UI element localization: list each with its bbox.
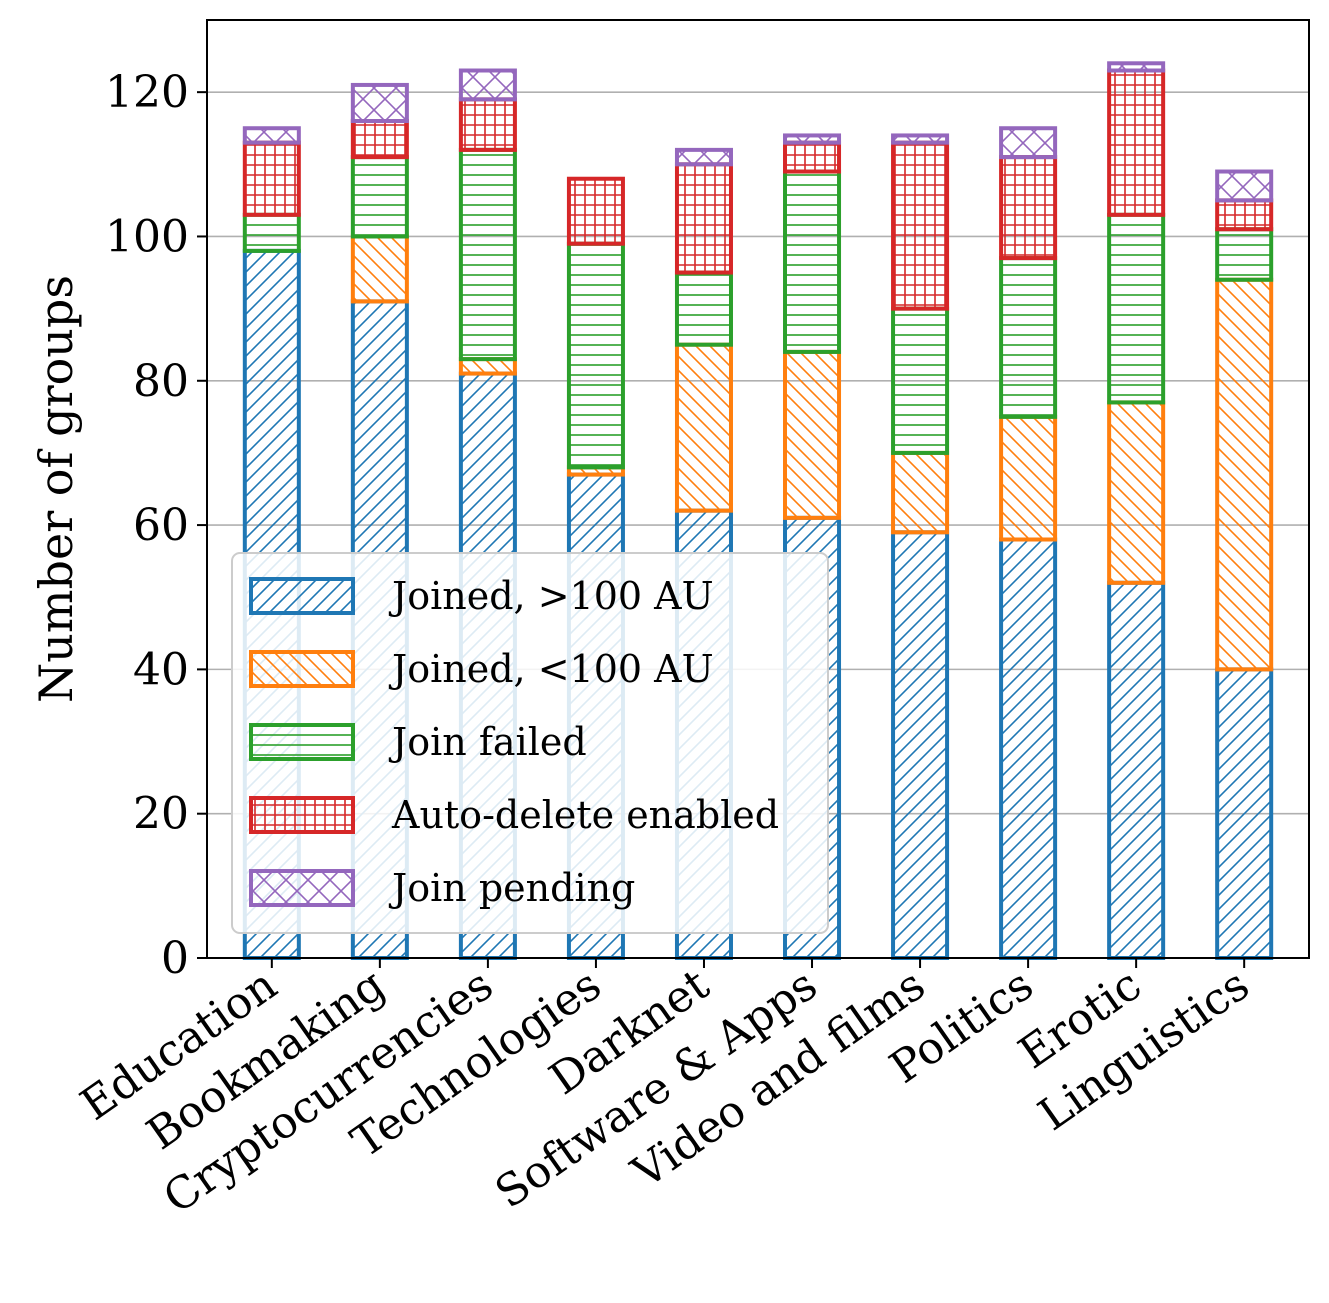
bar-segment [674, 342, 733, 513]
legend-swatch [249, 577, 355, 615]
bar-segment [674, 162, 733, 275]
plot-frame [206, 19, 1310, 959]
bar-segment [1215, 667, 1274, 961]
bar-segment [891, 306, 950, 455]
legend-label: Join failed [388, 720, 587, 764]
legend-label: Join pending [388, 866, 635, 910]
bar-segment [674, 147, 733, 167]
bar-segment [566, 176, 625, 246]
bar-segment [783, 140, 842, 174]
bar-segment [891, 133, 950, 145]
bar-segment [1107, 400, 1166, 585]
bar-segment [350, 155, 409, 239]
bar-segment [1107, 61, 1166, 73]
bar-segment [242, 212, 301, 253]
y-axis-title: Number of groups [29, 275, 83, 703]
bar-segment [783, 349, 842, 520]
y-tick-label: 40 [133, 644, 189, 695]
bar-segment [999, 155, 1058, 261]
bar-segment [674, 270, 733, 347]
bar-segment [999, 537, 1058, 960]
bar-segment [1215, 169, 1274, 203]
bar-segment [458, 357, 517, 376]
bar-segment [999, 256, 1058, 419]
legend-swatch [249, 650, 355, 688]
legend-label: Joined, <100 AU [388, 647, 714, 691]
y-tick-label: 20 [133, 789, 189, 840]
bar-segment [350, 82, 409, 124]
bar-segment [1107, 580, 1166, 960]
bar-segment [891, 450, 950, 535]
bar-segment [566, 241, 625, 470]
bar-segment [1215, 227, 1274, 282]
bar-segment [999, 126, 1058, 160]
legend-label: Joined, >100 AU [388, 574, 714, 618]
bar-segment [1215, 277, 1274, 672]
bar-segment [1107, 68, 1166, 217]
legend: Joined, >100 AU Joined, <100 AU Join faile… [231, 552, 829, 934]
bar-segment [783, 133, 842, 145]
legend-swatch [249, 796, 355, 834]
y-tick-label: 80 [133, 356, 189, 407]
bar-segment [458, 97, 517, 152]
bar-segment [458, 68, 517, 102]
bar-segment [458, 147, 517, 362]
bar-segment [891, 140, 950, 311]
bar-segment [783, 169, 842, 354]
bar-segment [999, 414, 1058, 542]
bar-segment [350, 234, 409, 304]
y-tick-label: 100 [105, 211, 189, 262]
y-tick-label: 120 [105, 67, 189, 118]
y-tick-label: 60 [133, 500, 189, 551]
bar-segment [242, 140, 301, 217]
bar-segment [1107, 212, 1166, 405]
legend-box [231, 552, 829, 934]
bar-segment [350, 119, 409, 160]
bar-segment [891, 530, 950, 960]
bar-segment [1215, 198, 1274, 232]
y-tick-label: 0 [161, 933, 189, 984]
legend-swatch [249, 723, 355, 761]
legend-swatch [249, 869, 355, 907]
bar-segment [242, 126, 301, 145]
legend-label: Auto-delete enabled [391, 793, 779, 837]
